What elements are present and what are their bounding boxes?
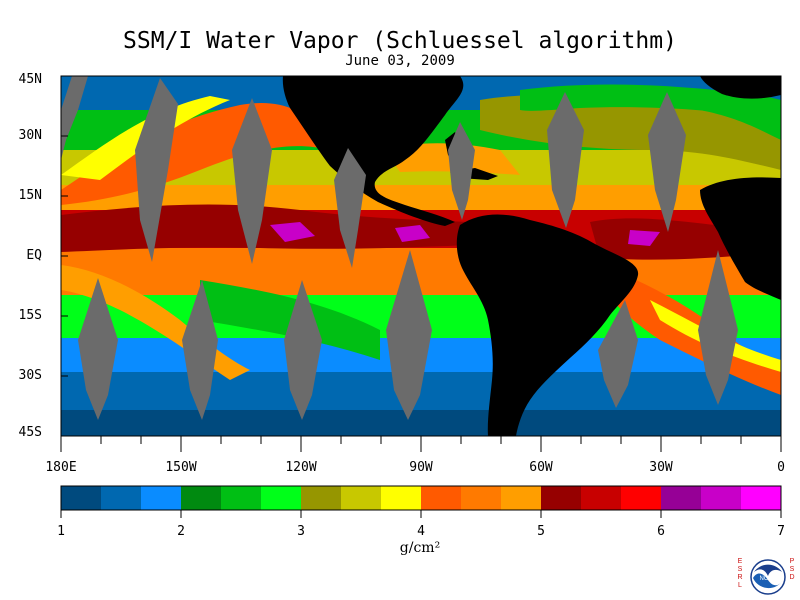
orbit-gap-7: [648, 92, 686, 232]
colorbar-unit-label: g/cm²: [399, 540, 441, 556]
land-north-america: [282, 76, 464, 226]
svg-text:NOAA: NOAA: [759, 576, 776, 582]
colorbar-swatch: [141, 486, 182, 510]
colorbar-label-7: 7: [777, 524, 785, 539]
colorbar-swatch: [381, 486, 422, 510]
lon-label-90w: 90W: [409, 460, 433, 475]
esrl-noaa-psd-logo: E S R L NOAA P S D: [736, 558, 796, 598]
colorbar-swatch: [501, 486, 542, 510]
land-greenland: [700, 76, 781, 99]
map-title: SSM/I Water Vapor (Schluessel algorithm): [123, 28, 677, 54]
colorbar: [61, 486, 782, 510]
colorbar-swatch: [661, 486, 702, 510]
lon-ticks: [60, 436, 782, 452]
lat-label-45n: 45N: [18, 72, 42, 87]
orbit-gap-9: [182, 280, 218, 420]
lon-label-60w: 60W: [529, 460, 553, 475]
colorbar-label-5: 5: [537, 524, 545, 539]
lat-ticks: [61, 75, 68, 437]
lon-label-30w: 30W: [649, 460, 673, 475]
colorbar-swatch: [701, 486, 742, 510]
map-date: June 03, 2009: [345, 53, 455, 69]
lon-label-0: 0: [777, 460, 785, 475]
orbit-gap-12: [598, 300, 638, 408]
orbit-gap-10: [284, 280, 322, 420]
logo-left-letters: E S R L: [737, 558, 743, 589]
orbit-gap-13: [698, 250, 738, 405]
colorbar-swatch: [461, 486, 502, 510]
colorbar-label-2: 2: [177, 524, 185, 539]
colorbar-swatch: [261, 486, 302, 510]
orbit-gap-5: [448, 122, 475, 220]
lat-label-30s: 30S: [18, 368, 42, 383]
orbit-gap-8: [78, 278, 118, 420]
colorbar-swatch: [741, 486, 782, 510]
vapor-core-itcz-west: [61, 204, 470, 252]
vapor-band-south-polar: [61, 410, 781, 436]
colorbar-swatch: [541, 486, 582, 510]
noaa-emblem-icon: NOAA: [750, 559, 786, 595]
colorbar-swatch: [581, 486, 622, 510]
vapor-north-atlantic-dry: [520, 84, 781, 120]
orbit-gap-11: [386, 250, 432, 420]
colorbar-label-1: 1: [57, 524, 65, 539]
lat-label-eq: EQ: [26, 248, 42, 263]
lon-label-180e: 180E: [45, 460, 77, 475]
colorbar-label-3: 3: [297, 524, 305, 539]
colorbar-label-4: 4: [417, 524, 425, 539]
lon-label-120w: 120W: [285, 460, 317, 475]
land-africa: [700, 177, 781, 300]
orbit-gap-2: [135, 78, 178, 262]
colorbar-swatch: [621, 486, 662, 510]
orbit-gap-1: [61, 76, 88, 160]
land-south-america: [456, 214, 639, 436]
colorbar-ticks: [60, 510, 782, 518]
colorbar-swatch: [301, 486, 342, 510]
logo-right-letters: P S D: [789, 558, 795, 581]
colorbar-swatch: [341, 486, 382, 510]
lat-label-15n: 15N: [18, 188, 42, 203]
colorbar-swatch: [181, 486, 222, 510]
colorbar-swatch: [221, 486, 262, 510]
colorbar-swatch: [101, 486, 142, 510]
colorbar-swatch: [421, 486, 462, 510]
colorbar-label-6: 6: [657, 524, 665, 539]
colorbar-swatch: [61, 486, 102, 510]
orbit-gap-4: [334, 148, 366, 268]
orbit-gap-3: [232, 98, 272, 264]
orbit-gap-6: [547, 92, 584, 228]
lon-label-150w: 150W: [165, 460, 197, 475]
lat-label-30n: 30N: [18, 128, 42, 143]
lat-label-45s: 45S: [18, 425, 42, 440]
lat-label-15s: 15S: [18, 308, 42, 323]
